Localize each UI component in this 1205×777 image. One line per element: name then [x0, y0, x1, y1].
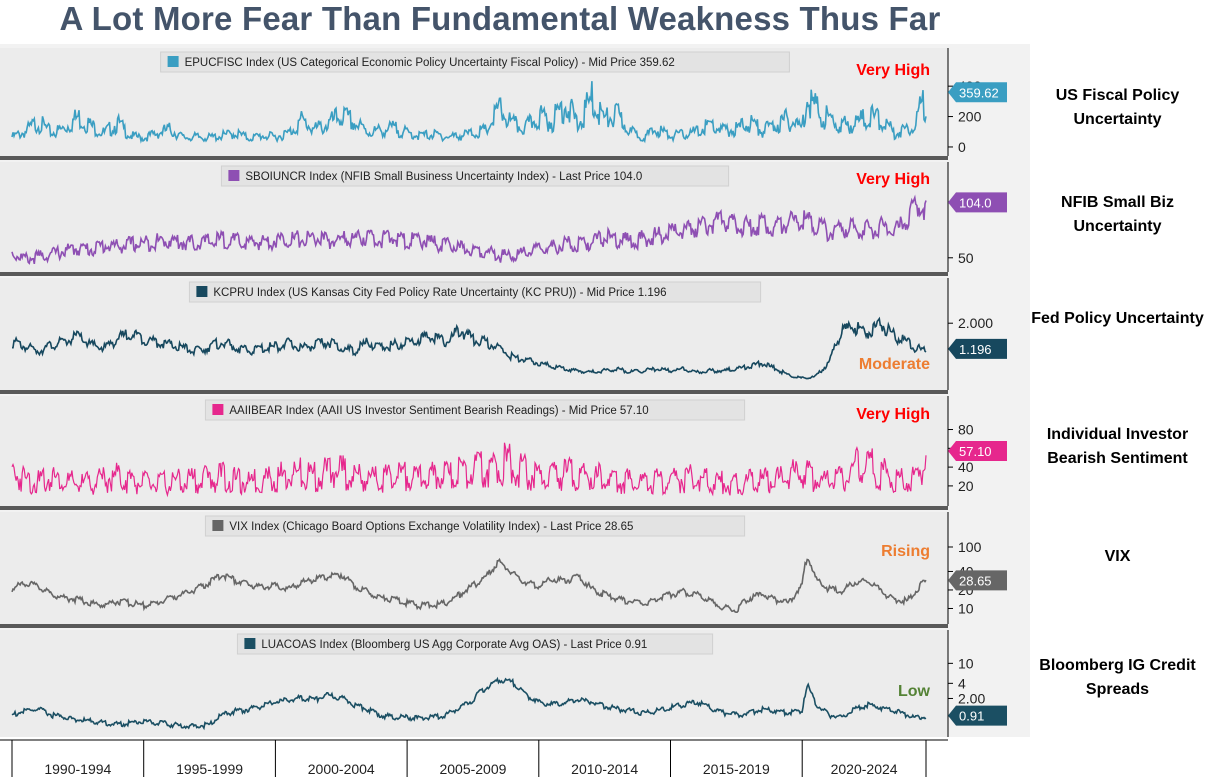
legend-swatch — [196, 286, 208, 297]
panel-label-fiscal: US Fiscal Policy Uncertainty — [1055, 87, 1180, 128]
x-axis-background — [0, 737, 1030, 777]
legend-swatch — [167, 56, 179, 67]
y-tick-label: 80 — [958, 422, 974, 438]
legend-swatch — [244, 638, 256, 649]
legend-box — [188, 281, 762, 303]
last-value-label: 28.65 — [959, 573, 992, 588]
y-tick-label: 4 — [958, 675, 966, 691]
legend-box — [236, 633, 714, 655]
legend-swatch — [212, 520, 224, 531]
legend-text: EPUCFISC Index (US Categorical Economic … — [185, 57, 675, 69]
annotation-label: Very High — [856, 62, 930, 79]
annotation-label: Rising — [881, 543, 930, 560]
x-tick-label: 2005-2009 — [439, 761, 506, 777]
series-line — [12, 316, 927, 380]
panel-separator — [0, 506, 948, 510]
y-tick-label: 0 — [958, 139, 966, 155]
series-line — [11, 442, 927, 498]
x-tick-label: 1995-1999 — [176, 761, 243, 777]
y-tick-label: 10 — [958, 655, 974, 671]
y-tick-label: 40 — [958, 459, 974, 475]
last-value-tag — [948, 441, 1007, 462]
chart-svg: 4002000EPUCFISC Index (US Categorical Ec… — [0, 48, 1030, 777]
legend-text: KCPRU Index (US Kansas City Fed Policy R… — [213, 287, 666, 299]
y-tick-label: 100 — [958, 539, 982, 555]
legend-swatch — [228, 170, 240, 181]
panel-separator — [0, 624, 948, 628]
y-tick-label: 2.00 — [958, 690, 985, 706]
last-value-label: 57.10 — [959, 444, 992, 459]
series-line — [11, 676, 927, 731]
last-value-label: 359.62 — [959, 85, 999, 100]
legend-text: SBOIUNCR Index (NFIB Small Business Unce… — [245, 171, 642, 183]
last-value-tag — [948, 192, 1007, 213]
panel-separator — [0, 390, 948, 394]
last-value-tag — [948, 82, 1007, 103]
x-tick-label: 2000-2004 — [308, 761, 375, 777]
panel-label-fed: Fed Policy Uncertainty — [1031, 310, 1204, 327]
y-tick-label: 50 — [958, 250, 974, 266]
legend-text: AAIIBEAR Index (AAII US Investor Sentime… — [229, 405, 648, 417]
last-value-label: 0.91 — [959, 709, 984, 724]
y-tick-label: 200 — [958, 109, 982, 125]
series-line — [11, 81, 927, 144]
legend-box — [204, 399, 746, 421]
legend-text: VIX Index (Chicago Board Options Exchang… — [229, 521, 633, 533]
legend-box — [220, 165, 730, 187]
annotation-label: Low — [898, 683, 931, 700]
annotation-label: Very High — [856, 171, 930, 188]
last-value-tag — [948, 338, 1007, 359]
x-tick-label: 2010-2014 — [571, 761, 638, 777]
annotation-label: Moderate — [859, 356, 930, 373]
y-tick-label: 2.000 — [958, 315, 993, 331]
last-value-label: 1.196 — [959, 342, 992, 357]
last-value-tag — [948, 705, 1007, 726]
legend-box — [160, 51, 790, 73]
y-tick-label: 10 — [958, 600, 974, 616]
y-tick-label: 20 — [958, 478, 974, 494]
panel-separator — [0, 272, 948, 276]
panel-label-vix: VIX — [1104, 548, 1131, 565]
x-tick-label: 2015-2019 — [703, 761, 770, 777]
last-value-label: 104.0 — [959, 195, 992, 210]
panel-label-nfib: NFIB Small Biz Uncertainty — [1061, 194, 1174, 235]
annotation-label: Very High — [856, 406, 930, 423]
last-value-tag — [948, 570, 1007, 591]
legend-text: LUACOAS Index (Bloomberg US Agg Corporat… — [261, 639, 647, 651]
series-line — [11, 194, 927, 265]
chart-area: 4002000EPUCFISC Index (US Categorical Ec… — [0, 44, 1030, 777]
legend-swatch — [212, 404, 224, 415]
x-tick-label: 1990-1994 — [44, 761, 111, 777]
series-line — [11, 557, 927, 613]
x-tick-label: 2020-2024 — [831, 761, 898, 777]
legend-box — [204, 515, 746, 537]
panel-label-investor: Individual Investor Bearish Sentiment — [1046, 426, 1189, 467]
panel-separator — [0, 156, 948, 160]
panel-label-credit: Bloomberg IG Credit Spreads — [1039, 657, 1196, 698]
page-title: A Lot More Fear Than Fundamental Weaknes… — [59, 0, 941, 37]
